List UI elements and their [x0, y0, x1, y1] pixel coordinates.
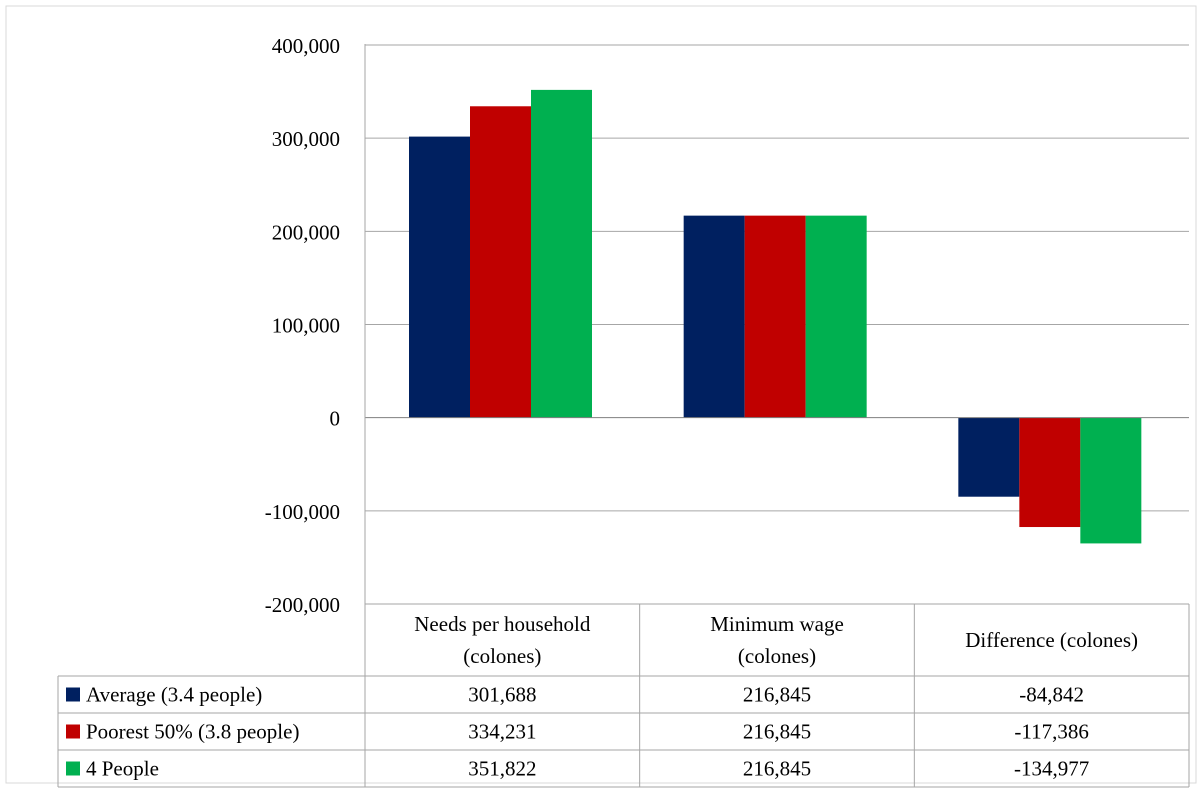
legend-label: Average (3.4 people)	[86, 683, 262, 707]
y-tick-label: -200,000	[265, 593, 340, 617]
bar	[958, 417, 1020, 497]
legend-label: Poorest 50% (3.8 people)	[86, 720, 299, 744]
chart-area-border	[5, 5, 1197, 784]
bar	[744, 215, 806, 418]
legend-label: 4 People	[86, 757, 159, 781]
bar	[531, 89, 592, 418]
bar	[1019, 417, 1081, 528]
bar	[409, 136, 470, 418]
data-value: 216,845	[743, 720, 811, 744]
category-label: Needs per household	[414, 612, 591, 636]
bar	[470, 106, 531, 418]
y-tick-label: 300,000	[272, 127, 340, 151]
y-tick-label: 0	[330, 407, 341, 431]
y-tick-labels: 400,000 300,000 200,000 100,000 0 -100,000 -20…	[265, 34, 340, 617]
bars	[409, 89, 1142, 544]
data-value: -84,842	[1019, 683, 1084, 707]
data-value: 216,845	[743, 683, 811, 707]
category-label: (colones)	[738, 644, 816, 668]
bar	[683, 215, 745, 418]
legend-key	[66, 687, 80, 702]
data-value: -117,386	[1014, 720, 1088, 744]
y-tick-label: -100,000	[265, 500, 340, 524]
data-value: 301,688	[468, 683, 536, 707]
data-value: 351,822	[468, 757, 536, 781]
y-tick-label: 200,000	[272, 220, 340, 244]
category-label: (colones)	[463, 644, 541, 668]
legend-key	[66, 761, 80, 776]
data-value: 334,231	[468, 720, 536, 744]
bar	[1080, 417, 1142, 544]
data-value: 216,845	[743, 757, 811, 781]
legend-key	[66, 724, 80, 739]
y-tick-label: 400,000	[272, 34, 340, 58]
category-label: Minimum wage	[710, 612, 844, 636]
category-label: Difference (colones)	[965, 628, 1138, 652]
y-tick-label: 100,000	[272, 314, 340, 338]
data-value: -134,977	[1014, 757, 1089, 781]
axes	[364, 44, 1189, 604]
bar	[805, 215, 867, 418]
data-table: Needs per household (colones) Minimum wage…	[57, 603, 1190, 788]
